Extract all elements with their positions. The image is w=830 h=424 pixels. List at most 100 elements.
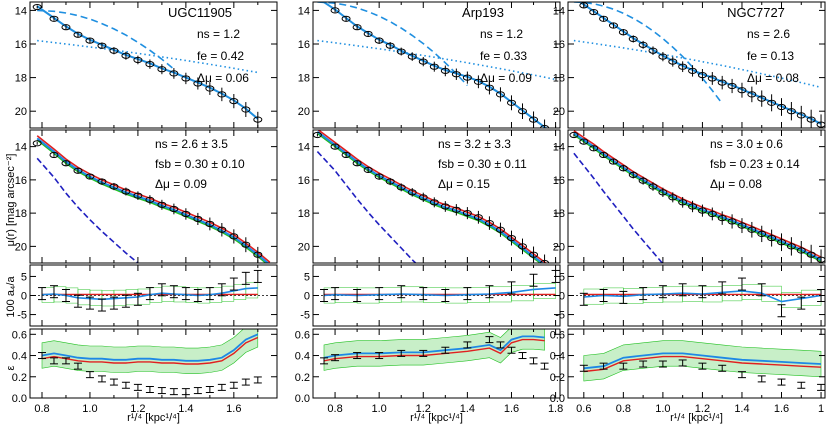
plot-area-a4 — [568, 277, 825, 318]
data-point — [777, 239, 787, 246]
y-tick-label: 18 — [15, 73, 27, 85]
data-point — [73, 167, 83, 174]
y-tick-label: 20 — [298, 106, 310, 118]
data-point — [193, 80, 203, 87]
data-point — [440, 67, 450, 74]
x-tick-label: 1.0 — [655, 403, 670, 415]
galaxy-name: NGC7727 — [727, 5, 785, 20]
data-point — [363, 166, 373, 173]
data-point — [374, 37, 384, 44]
data-point — [678, 199, 688, 206]
plot-area-sim — [313, 130, 557, 263]
fit-bulge-component — [37, 9, 175, 70]
data-point — [806, 116, 816, 123]
data-point — [352, 160, 362, 167]
data-point — [418, 58, 428, 65]
mu-axis-label: μ(r) [mag arcsec⁻²] — [5, 154, 17, 247]
data-point — [418, 194, 428, 201]
fit-parameter-label: Δμ = 0.06 — [197, 71, 249, 85]
data-point — [796, 112, 806, 119]
data-point — [205, 220, 215, 228]
fit-disk-component — [317, 39, 556, 81]
data-point — [121, 52, 131, 59]
data-point — [451, 206, 461, 213]
sim-parameter-label: Δμ = 0.15 — [438, 177, 490, 191]
sim-line-red — [317, 130, 548, 263]
y-tick-label: 16 — [15, 39, 27, 51]
sim-parameter-label: ns = 3.2 ± 3.3 — [438, 137, 511, 151]
data-point — [145, 61, 155, 68]
data-point — [707, 75, 717, 82]
data-point — [777, 103, 787, 111]
y-tick-label: 20 — [553, 106, 565, 118]
data-point — [688, 67, 698, 74]
data-point — [668, 194, 678, 201]
y-tick-label: 18 — [298, 73, 310, 85]
data-point — [396, 184, 406, 191]
panel-ugc11905: UGC11905 ns = 1.2 fe = 0.42 Δμ = 0.06 14 16 18… — [12, 1, 278, 424]
sim-parameter-label: Δμ = 0.08 — [710, 177, 762, 191]
y-tick-label: 14 — [298, 142, 310, 154]
data-point — [352, 24, 362, 31]
y-tick-label: 0 — [559, 291, 565, 303]
x-tick-label: 1.6 — [226, 403, 241, 415]
x-axis-label: r¹/⁴ [kpc¹/⁴] — [410, 412, 463, 424]
y-tick-label: 0.6 — [550, 329, 565, 341]
eps-sim-red — [41, 336, 259, 365]
data-point — [61, 160, 71, 167]
a4-sim-blue — [323, 287, 556, 297]
data-point — [49, 151, 59, 159]
panel-frame — [312, 1, 561, 129]
data-point — [727, 218, 737, 225]
galaxy-name: Arp193 — [462, 5, 504, 20]
data-point — [440, 203, 450, 210]
y-tick-label: 20 — [15, 241, 27, 253]
data-point — [506, 99, 516, 106]
y-tick-label: 14 — [298, 5, 310, 17]
data-point — [97, 178, 107, 185]
data-point — [727, 82, 737, 90]
y-tick-label: 16 — [298, 175, 310, 187]
data-point — [109, 47, 119, 54]
sim-band-green — [721, 285, 743, 302]
data-point — [529, 251, 539, 258]
data-point — [473, 78, 483, 85]
panel-arp193: Arp193 ns = 1.2 fe = 0.33 Δμ = 0.09 14 16 18 20… — [295, 0, 563, 424]
fit-disk-component — [573, 39, 822, 89]
x-tick-label: 1.0 — [372, 403, 387, 415]
x-axis-label: r¹/⁴ [kpc¹/⁴] — [127, 412, 180, 424]
data-point — [628, 171, 638, 178]
data-point — [181, 75, 191, 82]
data-point — [608, 22, 618, 29]
data-point — [484, 220, 494, 227]
x-tick-label: 1.4 — [178, 403, 193, 415]
data-point — [618, 29, 628, 36]
x-tick-label: 1 — [818, 403, 824, 415]
fit-parameter-label: ns = 2.6 — [747, 27, 790, 41]
data-point — [313, 0, 321, 1]
data-point — [157, 201, 167, 208]
panel-ngc7727: NGC7727 ns = 2.6 fe = 0.13 Δμ = 0.08 14 16 18 2… — [550, 1, 826, 424]
y-tick-label: 0.2 — [550, 372, 565, 384]
y-tick-label: 16 — [553, 39, 565, 51]
data-point — [506, 234, 516, 242]
data-point — [589, 8, 599, 16]
x-axis-label: r¹/⁴ [kpc¹/⁴] — [670, 412, 723, 424]
eps-sim-blue — [323, 335, 545, 359]
y-tick-label: 14 — [15, 142, 27, 154]
sim-line-green — [573, 134, 822, 263]
y-tick-label: -5 — [300, 310, 310, 322]
data-point — [133, 56, 143, 64]
data-point — [806, 251, 816, 258]
y-tick-label: 0.6 — [12, 329, 27, 341]
data-point — [707, 210, 717, 218]
data-point — [85, 37, 95, 44]
data-point — [638, 41, 648, 48]
y-tick-label: 18 — [553, 208, 565, 220]
y-tick-label: 14 — [553, 5, 565, 17]
y-tick-label: 0.4 — [295, 351, 310, 363]
data-point — [747, 91, 757, 98]
data-point — [241, 106, 251, 113]
panel-frame — [29, 129, 278, 264]
data-point — [49, 15, 59, 22]
